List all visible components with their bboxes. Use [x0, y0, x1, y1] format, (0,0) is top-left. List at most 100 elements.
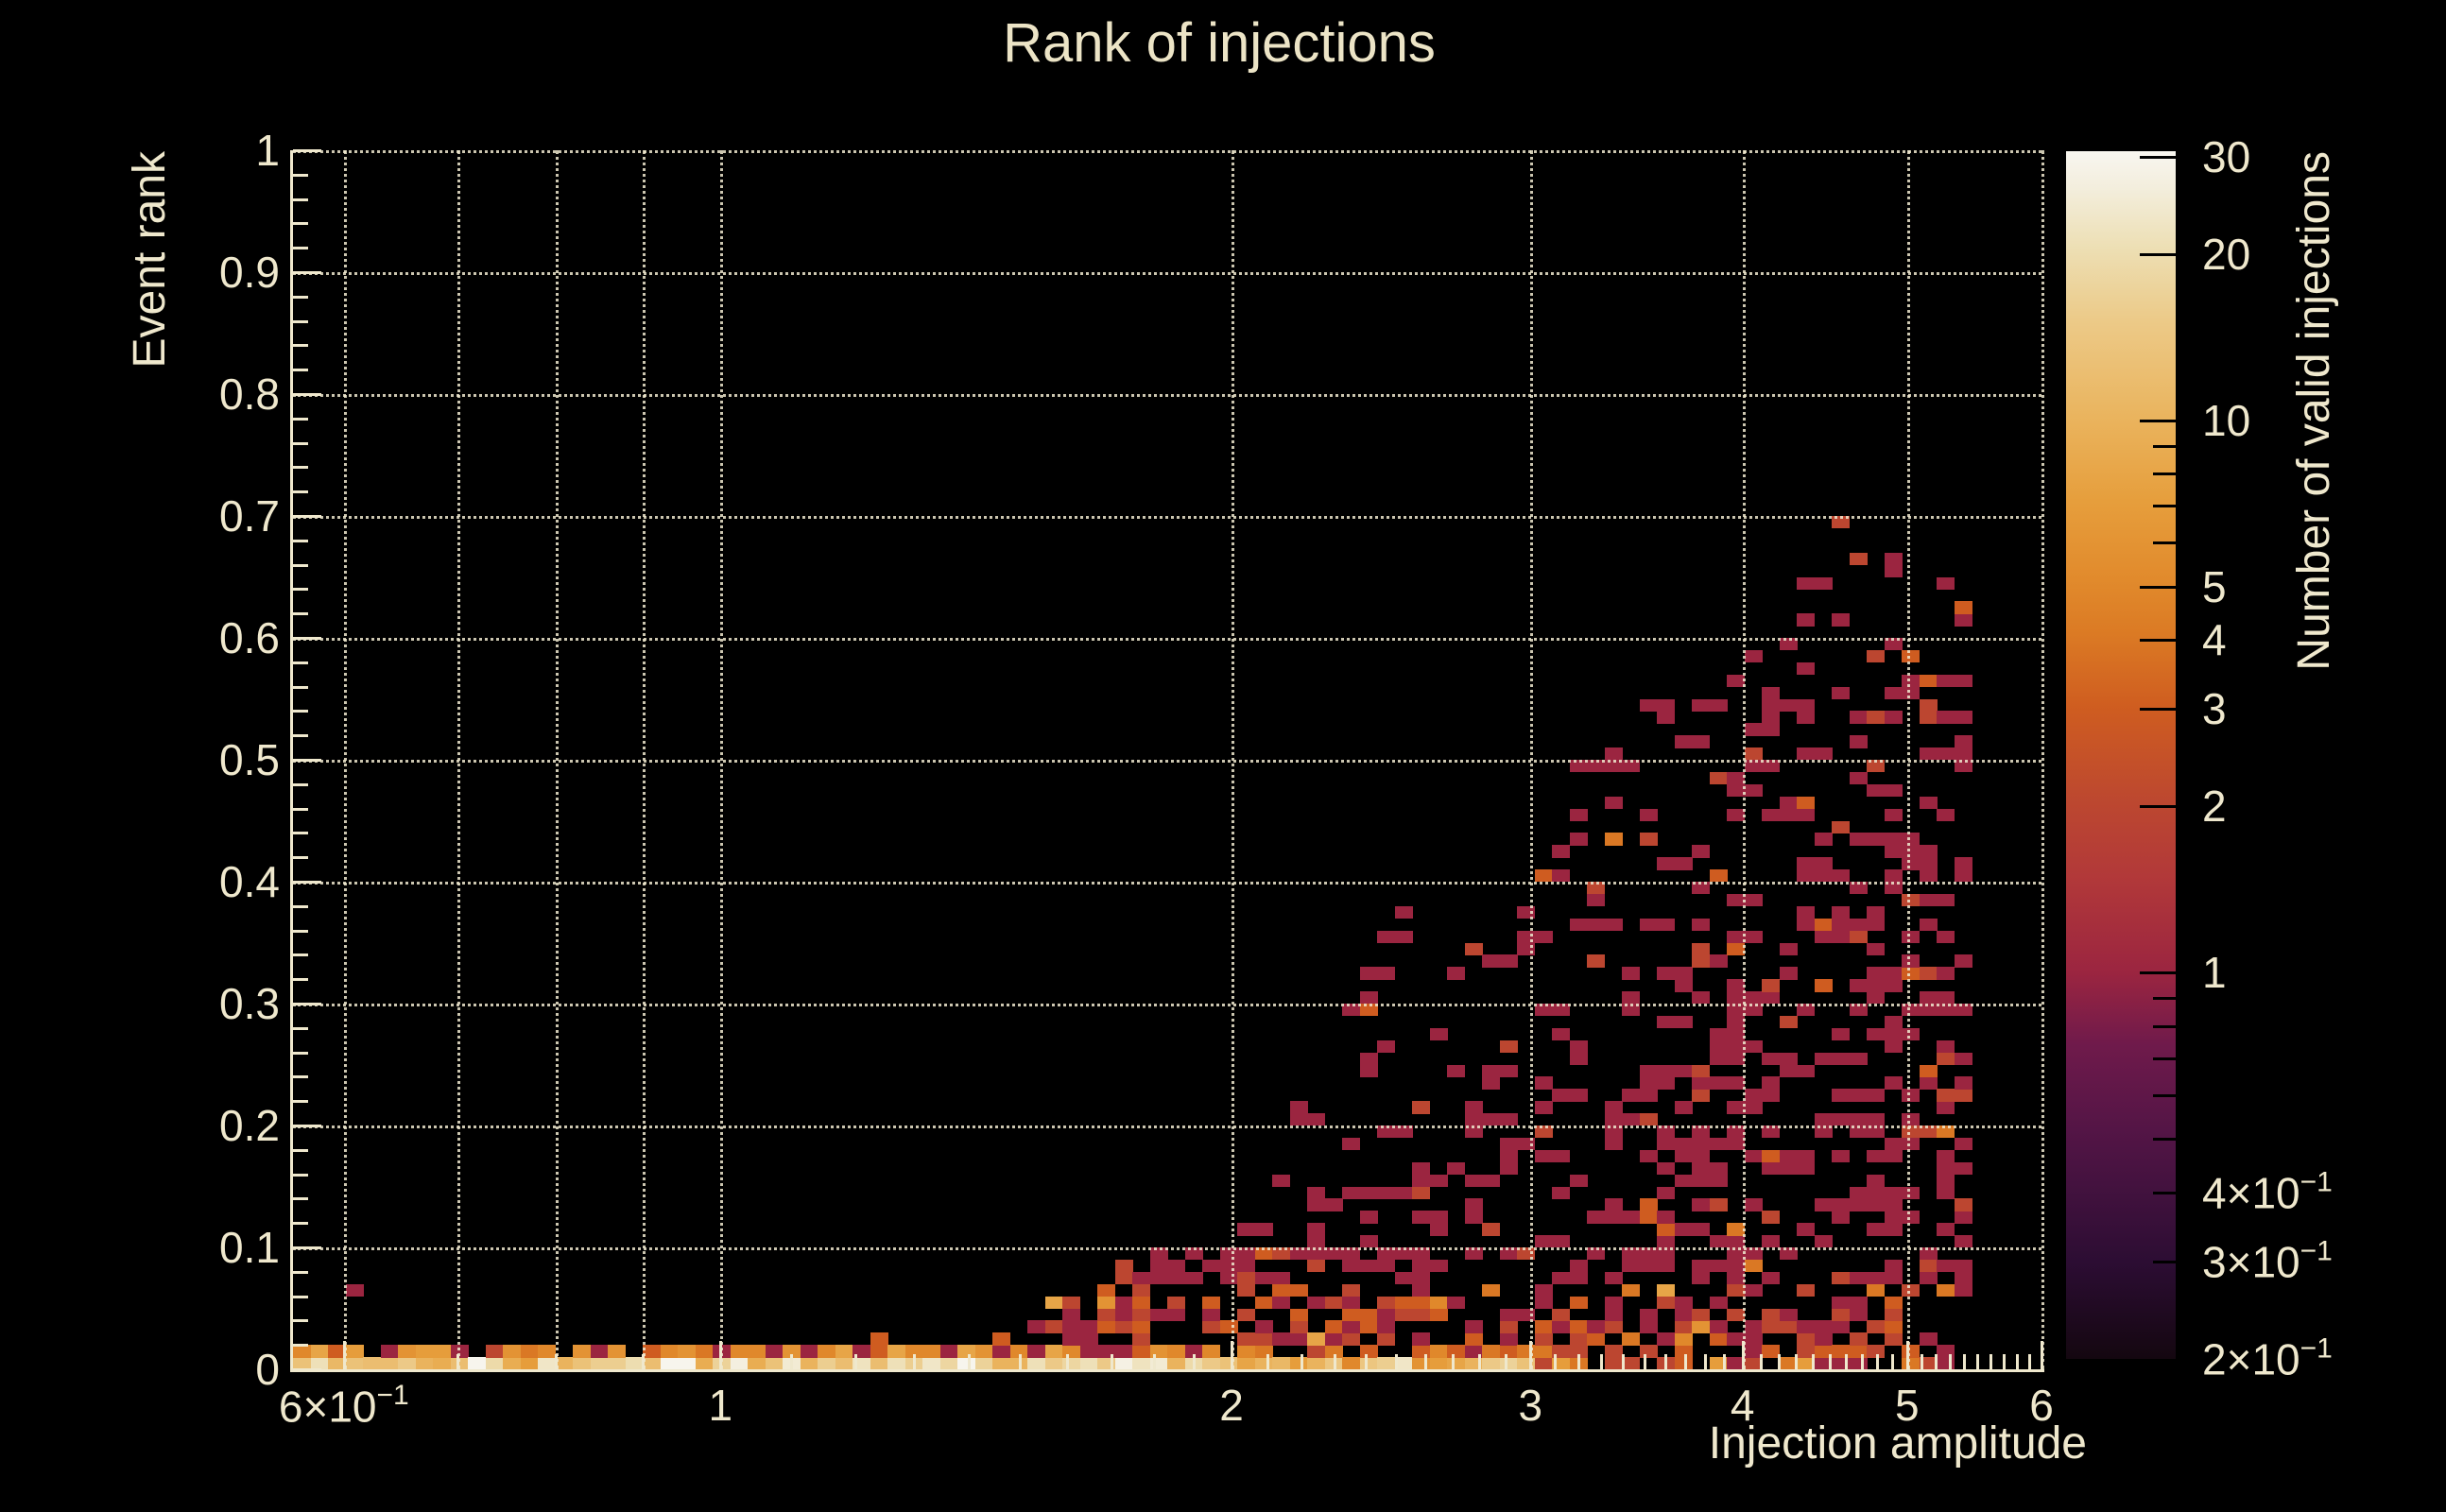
heatmap-bin [1692, 1271, 1710, 1285]
y-minor-tick [293, 369, 308, 372]
heatmap-bin [1937, 1040, 1955, 1054]
heatmap-bin [1832, 1211, 1850, 1224]
heatmap-bin [310, 1357, 329, 1370]
heatmap-bin [1674, 1137, 1693, 1151]
heatmap-bin [1902, 930, 1920, 943]
heatmap-bin [1062, 1332, 1080, 1346]
heatmap-bin [887, 1345, 905, 1358]
grid-line-y [293, 272, 2041, 275]
x-minor-tick [1192, 1354, 1196, 1369]
heatmap-bin [1079, 1357, 1098, 1370]
colorbar-major-tick [2140, 252, 2176, 256]
heatmap-bin [1954, 1259, 1972, 1273]
heatmap-bin [1237, 1259, 1255, 1273]
heatmap-bin [1709, 1357, 1728, 1370]
heatmap-bin [1412, 1247, 1430, 1261]
heatmap-bin [1254, 1247, 1273, 1261]
heatmap-bin [957, 1345, 975, 1358]
heatmap-bin [1674, 1332, 1693, 1346]
heatmap-bin [1359, 1345, 1378, 1358]
heatmap-bin [1849, 711, 1868, 724]
heatmap-bin [1289, 1357, 1308, 1370]
y-major-tick [293, 1003, 321, 1005]
heatmap-bin [1289, 1247, 1308, 1261]
heatmap-bin [1289, 1113, 1308, 1126]
heatmap-bin [1552, 869, 1570, 883]
heatmap-bin [1657, 698, 1675, 712]
heatmap-bin [1954, 1211, 1972, 1224]
heatmap-bin [1797, 1345, 1815, 1358]
x-axis-line [290, 1369, 2044, 1372]
grid-line-y [293, 882, 2041, 885]
heatmap-bin [1412, 1296, 1430, 1309]
y-major-tick [293, 637, 321, 640]
heatmap-bin [1744, 1149, 1763, 1163]
colorbar-major-tick [2140, 585, 2176, 589]
heatmap-bin [1377, 1320, 1395, 1333]
heatmap-bin [1919, 857, 1938, 870]
heatmap-bin [1779, 796, 1798, 810]
y-minor-tick [293, 539, 308, 542]
heatmap-bin [1692, 1174, 1710, 1187]
heatmap-bin [1552, 1320, 1570, 1333]
heatmap-bin [1219, 1259, 1238, 1273]
heatmap-bin [1639, 918, 1658, 932]
heatmap-bin [1884, 1223, 1903, 1236]
heatmap-bin [1114, 1308, 1133, 1321]
heatmap-bin [1202, 1357, 1220, 1370]
heatmap-bin [1937, 1052, 1955, 1065]
heatmap-bin [1272, 1357, 1290, 1370]
y-minor-tick [293, 1344, 308, 1348]
heatmap-bin [608, 1357, 626, 1370]
heatmap-bin [1884, 564, 1903, 577]
heatmap-bin [1814, 1235, 1833, 1248]
heatmap-bin [1779, 638, 1798, 651]
heatmap-bin [1814, 1320, 1833, 1333]
y-minor-tick [293, 661, 308, 664]
heatmap-bin [1692, 1259, 1710, 1273]
heatmap-bin [1727, 1357, 1745, 1370]
heatmap-bin [1359, 1235, 1378, 1248]
x-minor-tick [1795, 1354, 1799, 1369]
heatmap-bin [1692, 1320, 1710, 1333]
heatmap-bin [1307, 1223, 1325, 1236]
heatmap-bin [1499, 1113, 1518, 1126]
heatmap-bin [1394, 1296, 1413, 1309]
heatmap-bin [1797, 1064, 1815, 1077]
heatmap-bin [1342, 1296, 1360, 1309]
y-minor-tick [293, 198, 308, 201]
heatmap-bin [1307, 1198, 1325, 1211]
heatmap-bin [1919, 967, 1938, 980]
heatmap-bin [1464, 1174, 1483, 1187]
heatmap-bin [1884, 1137, 1903, 1151]
heatmap-bin [1412, 1174, 1430, 1187]
heatmap-bin [1849, 1271, 1868, 1285]
heatmap-bin [1849, 1332, 1868, 1346]
heatmap-bin [1377, 1259, 1395, 1273]
heatmap-bin [1797, 711, 1815, 724]
heatmap-bin [1797, 1161, 1815, 1176]
heatmap-bin [1919, 918, 1938, 932]
heatmap-bin [1849, 833, 1868, 846]
y-minor-tick [293, 832, 308, 835]
heatmap-bin [1849, 1125, 1868, 1139]
heatmap-bin [1639, 1259, 1658, 1273]
heatmap-bin [1832, 930, 1850, 943]
heatmap-bin [1324, 1296, 1343, 1309]
y-minor-tick [293, 247, 308, 250]
heatmap-bin [1569, 1296, 1588, 1309]
heatmap-bin [1622, 760, 1640, 773]
heatmap-bin [1114, 1271, 1133, 1285]
heatmap-bin [1919, 1247, 1938, 1261]
heatmap-bin [1219, 1320, 1238, 1333]
heatmap-bin [573, 1345, 591, 1358]
heatmap-bin [1867, 711, 1885, 724]
heatmap-bin [1884, 1040, 1903, 1054]
heatmap-bin [520, 1345, 539, 1358]
heatmap-bin [1867, 1113, 1885, 1126]
heatmap-bin [1744, 747, 1763, 761]
y-minor-tick [293, 807, 308, 811]
heatmap-bin [1884, 808, 1903, 821]
x-minor-tick [1599, 1354, 1603, 1369]
heatmap-bin [1849, 918, 1868, 932]
